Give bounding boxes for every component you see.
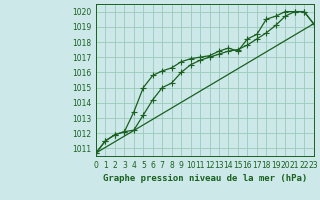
X-axis label: Graphe pression niveau de la mer (hPa): Graphe pression niveau de la mer (hPa) — [103, 174, 307, 183]
